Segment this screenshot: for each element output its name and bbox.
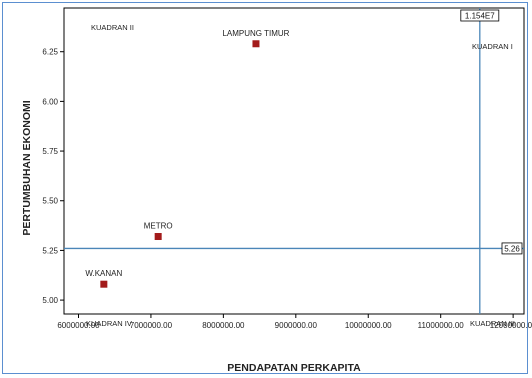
data-point-marker <box>100 280 108 288</box>
reference-label-horizontal-text: 5.26 <box>504 244 520 253</box>
x-tick-label: 11000000.00 <box>418 321 465 330</box>
reference-label-vertical: 1.154E7 <box>460 9 500 22</box>
y-tick-label: 5.00 <box>42 296 58 305</box>
y-tick-label: 6.00 <box>42 97 58 106</box>
plot-area <box>63 7 525 315</box>
x-tick-label: 9000000.00 <box>275 321 318 330</box>
data-point-marker <box>252 40 260 48</box>
y-tick-label: 6.25 <box>42 48 58 57</box>
quadrant-label-2: KUADRAN II <box>91 23 134 32</box>
x-tick-label: 12000000.00 <box>490 321 532 330</box>
x-tick-label: 7000000.00 <box>130 321 173 330</box>
x-axis-title: PENDAPATAN PERKAPITA <box>227 362 361 374</box>
quadrant-label-1: KUADRAN I <box>472 42 513 51</box>
x-tick-label: 6000000.00 <box>57 321 100 330</box>
x-tick-label: 10000000.00 <box>345 321 392 330</box>
data-point-label: METRO <box>144 222 173 231</box>
y-tick-label: 5.50 <box>42 197 58 206</box>
reference-label-vertical-text: 1.154E7 <box>465 12 495 21</box>
data-point-label: W.KANAN <box>85 269 122 278</box>
y-tick-label: 5.25 <box>42 246 58 255</box>
data-point-marker <box>154 233 162 241</box>
reference-label-horizontal: 5.26 <box>501 242 523 255</box>
chart-frame <box>2 2 528 374</box>
quadrant-label-3: KUADRAN III <box>470 319 515 328</box>
quadrant-label-4: KUADRAN IV <box>86 319 132 328</box>
x-tick-label: 8000000.00 <box>202 321 245 330</box>
y-axis-ticks: 5.00 5.25 5.50 5.75 6.00 6.25 <box>42 48 64 305</box>
data-point-label: LAMPUNG TIMUR <box>222 29 289 38</box>
x-axis-ticks: 6000000.00 7000000.00 8000000.00 9000000.00… <box>57 314 532 330</box>
y-tick-label: 5.75 <box>42 147 58 156</box>
y-axis-title: PERTUMBUHAN EKONOMI <box>21 100 33 235</box>
data-points: LAMPUNG TIMUR METRO W.KANAN <box>85 29 290 288</box>
